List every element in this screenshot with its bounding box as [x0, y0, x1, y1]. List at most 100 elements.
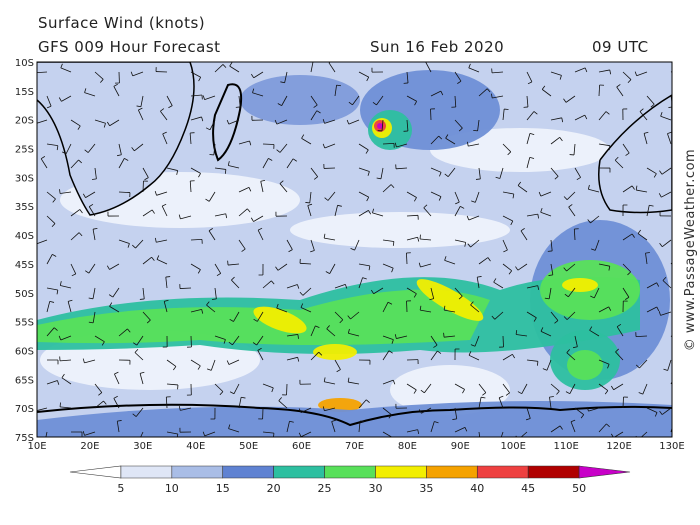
barb: [550, 239, 553, 251]
barb-tick: [178, 214, 181, 219]
barb-tick: [198, 77, 202, 82]
barb-tick: [323, 377, 326, 382]
barb: [526, 311, 537, 319]
barb-tick: [216, 273, 221, 277]
barb: [118, 239, 130, 244]
barb-tick: [229, 62, 233, 67]
barb: [526, 157, 531, 169]
barb-tick: [468, 63, 471, 69]
barb: [300, 307, 312, 313]
barb: [204, 431, 216, 437]
barb: [372, 212, 384, 217]
barb: [206, 304, 216, 313]
barb: [252, 92, 264, 97]
barb-tick: [347, 328, 350, 334]
barb-tick: [429, 298, 434, 301]
barb: [348, 332, 360, 337]
barb: [550, 71, 562, 76]
barb-tick: [257, 347, 262, 351]
barb: [598, 84, 601, 97]
barb-tick: [82, 431, 85, 436]
barb: [299, 262, 312, 265]
barb-tick: [144, 177, 149, 181]
barb-tick: [301, 134, 305, 139]
barb: [190, 71, 201, 78]
barb: [478, 397, 482, 409]
barb: [190, 238, 203, 241]
barb-tick: [468, 351, 472, 356]
barb-tick: [433, 344, 438, 348]
barb-tick: [224, 169, 227, 174]
barb: [454, 239, 466, 243]
barb: [550, 263, 554, 275]
barb: [566, 263, 576, 272]
barb: [162, 133, 168, 145]
barb: [88, 206, 96, 217]
barb: [37, 407, 48, 411]
barb-tick: [438, 196, 442, 201]
barb-tick: [616, 324, 622, 328]
barb: [622, 287, 630, 298]
barb-tick: [368, 265, 371, 271]
barb-tick: [106, 265, 110, 270]
lat-label: 60S: [15, 346, 34, 357]
barb-tick: [418, 262, 421, 268]
barb: [160, 110, 168, 121]
barb-tick: [176, 433, 179, 437]
barb: [46, 191, 56, 200]
barb-tick: [279, 180, 284, 184]
barb: [430, 191, 442, 197]
barb-tick: [366, 399, 370, 404]
barb-tick: [79, 209, 83, 214]
barb: [526, 213, 538, 217]
barb: [636, 71, 648, 77]
barb: [214, 64, 224, 73]
barb: [613, 383, 624, 391]
barb: [622, 263, 631, 273]
barb: [279, 143, 288, 153]
barb-tick: [297, 357, 300, 362]
barb-tick: [388, 414, 392, 419]
barb-tick: [58, 335, 62, 341]
barb-tick: [252, 342, 257, 346]
barb-tick: [563, 98, 567, 103]
barb-tick: [124, 158, 129, 161]
barb: [354, 239, 360, 251]
barb: [670, 71, 672, 73]
barb: [588, 188, 600, 193]
barb-tick: [113, 395, 118, 399]
barb: [329, 263, 336, 274]
colorbar-tick-label: 45: [521, 482, 535, 495]
barb: [214, 287, 217, 299]
colorbar-bin: [324, 465, 376, 479]
barb-tick: [414, 197, 417, 202]
barb-tick: [391, 339, 394, 344]
barb-tick: [223, 339, 226, 344]
barb: [348, 119, 360, 125]
barb-tick: [464, 242, 467, 247]
barb: [382, 263, 394, 269]
barb: [84, 92, 96, 97]
barb-tick: [477, 276, 482, 278]
lat-label: 65S: [15, 375, 34, 386]
barb: [166, 167, 178, 171]
barb: [61, 377, 72, 385]
lon-label: 70E: [345, 441, 364, 452]
barb: [574, 114, 586, 121]
barb: [116, 421, 120, 433]
barb: [444, 335, 456, 338]
colorbar-bin: [527, 465, 580, 479]
barb: [661, 167, 672, 175]
barb: [541, 89, 552, 97]
barb-tick: [544, 297, 550, 300]
barb-tick: [156, 255, 160, 260]
barb: [136, 335, 144, 346]
barb-tick: [366, 76, 370, 82]
barb-tick: [226, 119, 230, 125]
barb-tick: [388, 350, 393, 354]
barb: [94, 383, 103, 393]
barb: [406, 287, 417, 295]
barb-tick: [164, 299, 169, 302]
barb-tick: [537, 214, 539, 219]
barb: [661, 191, 672, 198]
